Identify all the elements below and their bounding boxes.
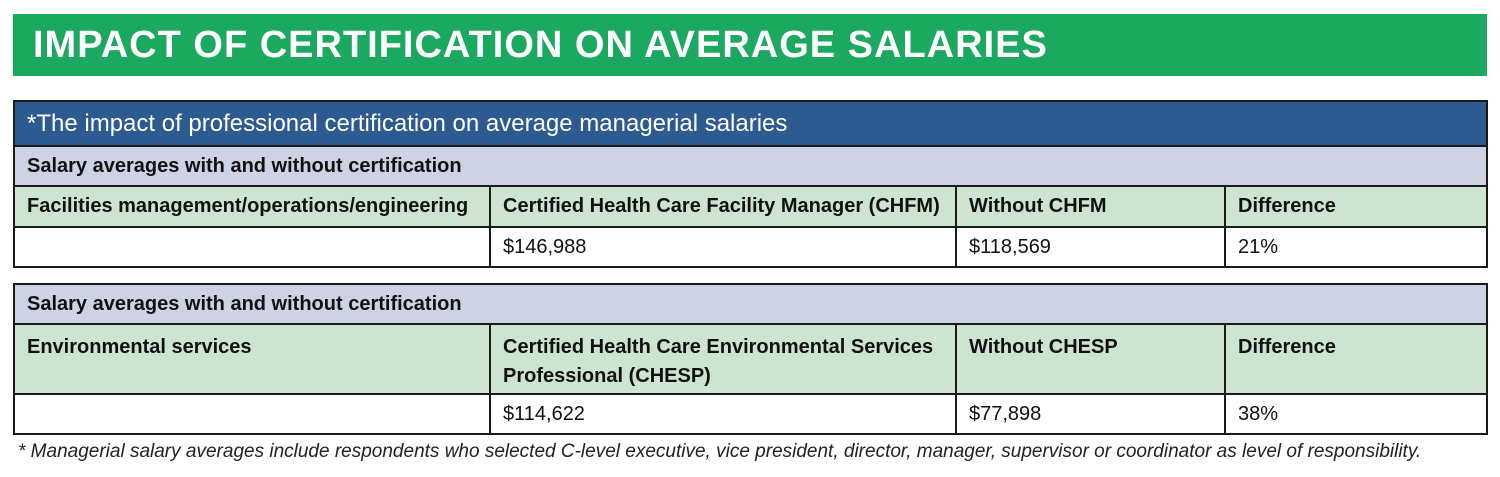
header-cell-certified: Certified Health Care Facility Manager (… — [489, 185, 957, 228]
header-cell-category: Facilities management/operations/enginee… — [13, 185, 491, 228]
table-row: $114,622 $77,898 38% — [13, 393, 1489, 435]
footnote: * Managerial salary averages include res… — [18, 441, 1422, 462]
value-cell-without: $77,898 — [955, 393, 1226, 435]
section-spacer — [14, 266, 1488, 285]
section-subtitle-row: Salary averages with and without certifi… — [12, 283, 1489, 325]
section-subtitle: Salary averages with and without certifi… — [12, 283, 1489, 325]
section-header-row: Environmental services Certified Health … — [13, 323, 1489, 395]
value-cell-difference: 38% — [1223, 393, 1489, 435]
value-cell-category — [13, 226, 491, 268]
header-cell-category: Environmental services — [13, 323, 491, 395]
value-cell-without: $118,569 — [955, 226, 1226, 268]
spacer-cell — [14, 266, 1488, 285]
salary-table: *The impact of professional certificatio… — [12, 100, 1489, 435]
value-cell-certified: $146,988 — [489, 226, 957, 268]
header-cell-difference: Difference — [1223, 185, 1489, 228]
page-title: IMPACT OF CERTIFICATION ON AVERAGE SALAR… — [13, 14, 1487, 76]
table-title-row: *The impact of professional certificatio… — [12, 100, 1489, 147]
header-cell-without: Without CHFM — [955, 185, 1226, 228]
salary-table-container: *The impact of professional certificatio… — [12, 100, 1489, 435]
header-cell-difference: Difference — [1223, 323, 1489, 395]
table-row: $146,988 $118,569 21% — [13, 226, 1489, 268]
header-cell-certified: Certified Health Care Environmental Serv… — [489, 323, 957, 395]
value-cell-category — [13, 393, 491, 435]
section-subtitle: Salary averages with and without certifi… — [12, 145, 1489, 187]
section-subtitle-row: Salary averages with and without certifi… — [12, 145, 1489, 187]
value-cell-certified: $114,622 — [489, 393, 957, 435]
header-cell-without: Without CHESP — [955, 323, 1226, 395]
table-title: *The impact of professional certificatio… — [12, 100, 1489, 147]
value-cell-difference: 21% — [1223, 226, 1489, 268]
section-header-row: Facilities management/operations/enginee… — [13, 185, 1489, 228]
